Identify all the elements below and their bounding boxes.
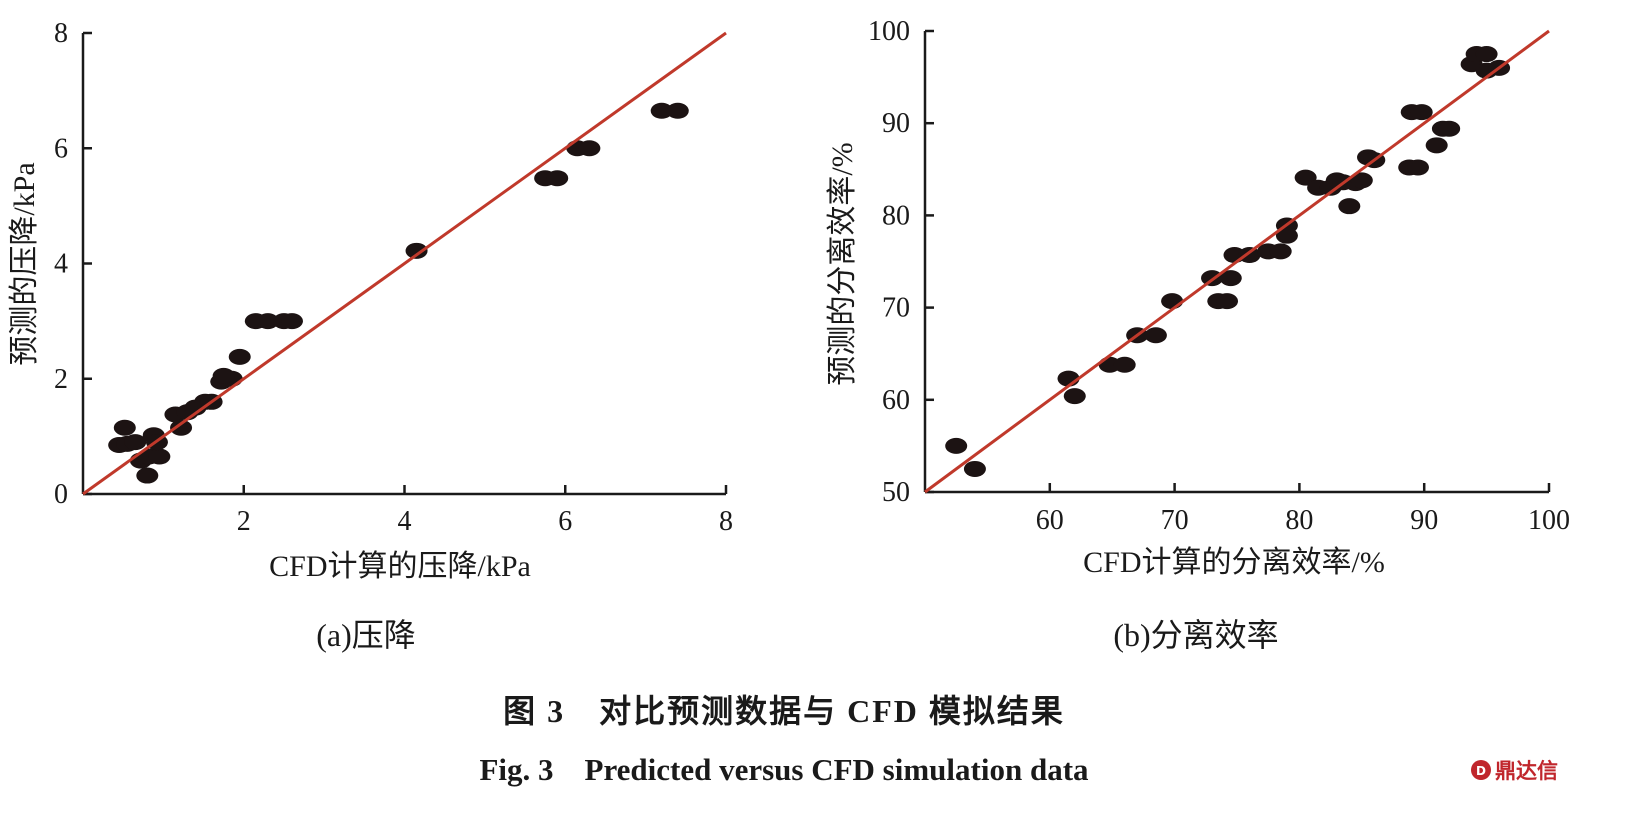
watermark-text: 鼎达信: [1495, 759, 1558, 783]
data-point: [945, 437, 968, 454]
data-point: [113, 419, 136, 436]
x-tick-label: 6: [558, 506, 572, 537]
x-tick-label: 80: [1285, 505, 1313, 536]
panel-a-reference-line: [82, 31, 727, 496]
data-point: [963, 460, 986, 477]
panel-a-y-axis-label: 预测的压降/kPa: [8, 162, 41, 365]
y-tick-label: 60: [882, 385, 910, 416]
data-point: [136, 467, 159, 484]
y-tick-label: 50: [882, 477, 910, 508]
figure-caption-en: Fig. 3 Predicted versus CFD simulation d…: [479, 752, 1089, 787]
data-point: [1275, 227, 1298, 244]
data-point: [1438, 120, 1461, 137]
data-point: [212, 367, 235, 384]
data-point: [546, 170, 569, 187]
data-point: [1338, 198, 1361, 215]
panel-b-subtitle: (b)分离效率: [1113, 617, 1278, 653]
figure-caption-cn: 图 3 对比预测数据与 CFD 模拟结果: [503, 693, 1065, 729]
data-point: [1406, 159, 1429, 176]
data-point: [280, 313, 303, 330]
panel-b-ticks: [925, 29, 1551, 494]
panel-a-pressure-drop: 2 4 6 8 0 2 4 6 8 CFD计算的压降/kPa 预测的压降/kPa (a)压降: [8, 18, 733, 653]
panel-a-points: [108, 102, 689, 484]
x-tick-label: 70: [1161, 505, 1189, 536]
data-point: [1238, 247, 1261, 264]
data-point: [170, 419, 193, 436]
x-tick-label: 90: [1410, 505, 1438, 536]
data-point: [1113, 356, 1136, 373]
panel-b-tick-labels: 60 70 80 90 100 50 60 70 80 90 100: [868, 16, 1570, 536]
data-point: [228, 348, 251, 365]
panel-b-x-axis-label: CFD计算的分离效率/%: [1083, 546, 1385, 579]
data-point: [1219, 270, 1242, 287]
y-tick-label: 70: [882, 293, 910, 324]
data-point: [256, 313, 279, 330]
y-tick-label: 90: [882, 108, 910, 139]
data-point: [1269, 243, 1292, 260]
y-tick-label: 100: [868, 16, 910, 47]
x-tick-label: 100: [1528, 505, 1570, 536]
data-point: [1350, 172, 1373, 189]
x-tick-label: 2: [237, 506, 251, 537]
data-point: [405, 242, 428, 259]
panel-b-reference-line: [924, 29, 1550, 494]
y-tick-label: 2: [54, 364, 68, 395]
data-point: [1475, 46, 1498, 63]
y-tick-label: 6: [54, 133, 68, 164]
x-tick-label: 60: [1036, 505, 1064, 536]
data-point: [578, 140, 601, 157]
data-point: [124, 434, 147, 451]
y-tick-label: 8: [54, 18, 68, 49]
panel-a-tick-labels: 2 4 6 8 0 2 4 6 8: [54, 18, 733, 537]
panel-b-y-axis-label: 预测的分离效率/%: [826, 142, 859, 385]
data-point: [1410, 104, 1433, 121]
data-point: [1144, 327, 1167, 344]
y-tick-label: 80: [882, 200, 910, 231]
panel-b-separation-efficiency: 60 70 80 90 100 50 60 70 80 90 100 CFD计算的分离效率/% 预测…: [826, 16, 1570, 653]
watermark-logo-icon: [1471, 760, 1491, 780]
x-tick-label: 4: [398, 506, 412, 537]
data-point: [650, 102, 673, 119]
data-point: [1063, 388, 1086, 405]
panel-a-subtitle: (a)压降: [316, 617, 416, 653]
panel-b-points: [945, 46, 1511, 477]
data-point: [1425, 137, 1448, 154]
y-tick-label: 4: [54, 249, 68, 280]
data-point: [1161, 293, 1184, 310]
watermark-logo-mark: D: [1476, 764, 1486, 778]
data-point: [148, 448, 171, 465]
panel-a-x-axis-label: CFD计算的压降/kPa: [269, 550, 531, 583]
watermark-logo: D 鼎达信: [1471, 759, 1558, 783]
data-point: [666, 102, 689, 119]
x-tick-label: 8: [719, 506, 733, 537]
y-tick-label: 0: [54, 479, 68, 510]
data-point: [1216, 293, 1239, 310]
